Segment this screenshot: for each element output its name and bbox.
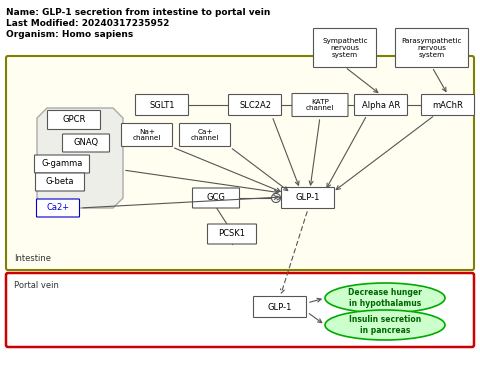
Ellipse shape xyxy=(325,310,445,340)
FancyBboxPatch shape xyxy=(396,28,468,68)
Text: SGLT1: SGLT1 xyxy=(149,100,175,110)
FancyBboxPatch shape xyxy=(48,111,100,130)
FancyBboxPatch shape xyxy=(355,95,408,115)
Text: Ca2+: Ca2+ xyxy=(47,204,70,212)
Text: GNAQ: GNAQ xyxy=(73,138,98,147)
Text: PCSK1: PCSK1 xyxy=(218,230,245,238)
Text: mAChR: mAChR xyxy=(432,100,463,110)
FancyBboxPatch shape xyxy=(135,95,189,115)
Text: Parasympathetic
nervous
system: Parasympathetic nervous system xyxy=(402,38,462,58)
FancyBboxPatch shape xyxy=(313,28,376,68)
FancyBboxPatch shape xyxy=(292,93,348,116)
FancyBboxPatch shape xyxy=(6,56,474,270)
FancyBboxPatch shape xyxy=(253,296,307,318)
Text: Organism: Homo sapiens: Organism: Homo sapiens xyxy=(6,30,133,39)
Text: Portal vein: Portal vein xyxy=(14,281,59,290)
FancyBboxPatch shape xyxy=(180,123,230,146)
Text: G-beta: G-beta xyxy=(46,177,74,187)
Text: Sympathetic
nervous
system: Sympathetic nervous system xyxy=(322,38,368,58)
FancyBboxPatch shape xyxy=(207,224,256,244)
FancyBboxPatch shape xyxy=(35,155,89,173)
FancyBboxPatch shape xyxy=(421,95,475,115)
FancyBboxPatch shape xyxy=(192,188,240,208)
Text: GLP-1: GLP-1 xyxy=(268,303,292,311)
Text: Alpha AR: Alpha AR xyxy=(362,100,400,110)
Text: Insulin secretion
in pancreas: Insulin secretion in pancreas xyxy=(349,315,421,335)
Polygon shape xyxy=(37,108,123,208)
Text: KATP
channel: KATP channel xyxy=(306,99,334,111)
FancyBboxPatch shape xyxy=(228,95,281,115)
Text: GLP-1: GLP-1 xyxy=(296,193,320,203)
Text: G-gamma: G-gamma xyxy=(41,160,83,169)
Text: Last Modified: 20240317235952: Last Modified: 20240317235952 xyxy=(6,19,169,28)
FancyBboxPatch shape xyxy=(6,273,474,347)
Text: GPCR: GPCR xyxy=(62,115,86,124)
Text: GCG: GCG xyxy=(206,193,226,203)
Text: Name: GLP-1 secretion from intestine to portal vein: Name: GLP-1 secretion from intestine to … xyxy=(6,8,270,17)
FancyBboxPatch shape xyxy=(36,173,84,191)
Text: Na+
channel: Na+ channel xyxy=(133,128,161,142)
Circle shape xyxy=(272,193,280,203)
FancyBboxPatch shape xyxy=(281,188,335,208)
FancyBboxPatch shape xyxy=(121,123,172,146)
Text: Decrease hunger
in hypothalamus: Decrease hunger in hypothalamus xyxy=(348,288,422,308)
Text: Intestine: Intestine xyxy=(14,254,51,263)
FancyBboxPatch shape xyxy=(36,199,80,217)
Text: Ca+
channel: Ca+ channel xyxy=(191,128,219,142)
FancyBboxPatch shape xyxy=(62,134,109,152)
Ellipse shape xyxy=(325,283,445,313)
Text: SLC2A2: SLC2A2 xyxy=(239,100,271,110)
